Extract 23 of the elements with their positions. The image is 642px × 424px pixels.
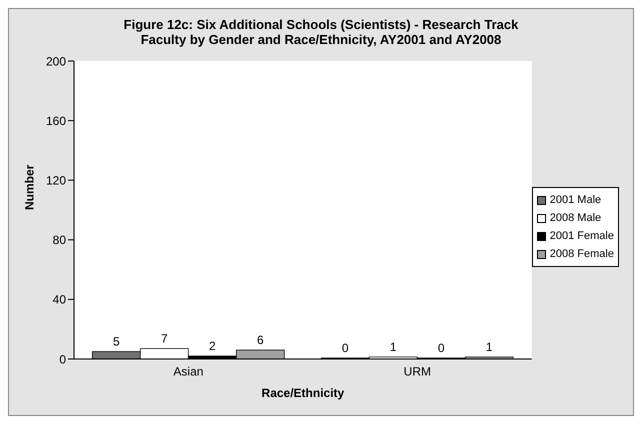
y-tick-label: 160: [46, 114, 66, 128]
y-axis-title: Number: [22, 164, 36, 210]
x-tick-label: Asian: [173, 364, 204, 379]
y-tick-label: 0: [59, 352, 66, 366]
data-label: 5: [112, 334, 120, 349]
data-label: 0: [342, 341, 349, 355]
legend-label: 2001 Female: [550, 229, 614, 244]
x-tick-label: URM: [404, 364, 432, 379]
y-tick-label: 120: [46, 173, 66, 188]
data-label: 6: [256, 333, 264, 348]
y-tick-label: 200: [46, 54, 66, 68]
legend-label: 2001 Male: [550, 193, 602, 208]
legend-label: 2008 Female: [550, 247, 614, 262]
data-label: 1: [390, 340, 397, 354]
data-label: 1: [486, 340, 493, 354]
legend-label: 2008 Male: [550, 211, 602, 226]
data-label: 2: [208, 339, 216, 354]
data-label: 7: [160, 332, 168, 346]
y-tick-label: 40: [52, 292, 66, 307]
x-axis-title: Race/Ethnicity: [262, 386, 345, 400]
chart-title: Figure 12c: Six Additional Schools (Scientists) - Research Track Faculty by Gender and Race/Ethnicity, AY2001 and AY2008: [122, 16, 520, 47]
y-tick-label: 80: [52, 233, 66, 248]
data-label: 0: [438, 341, 445, 355]
